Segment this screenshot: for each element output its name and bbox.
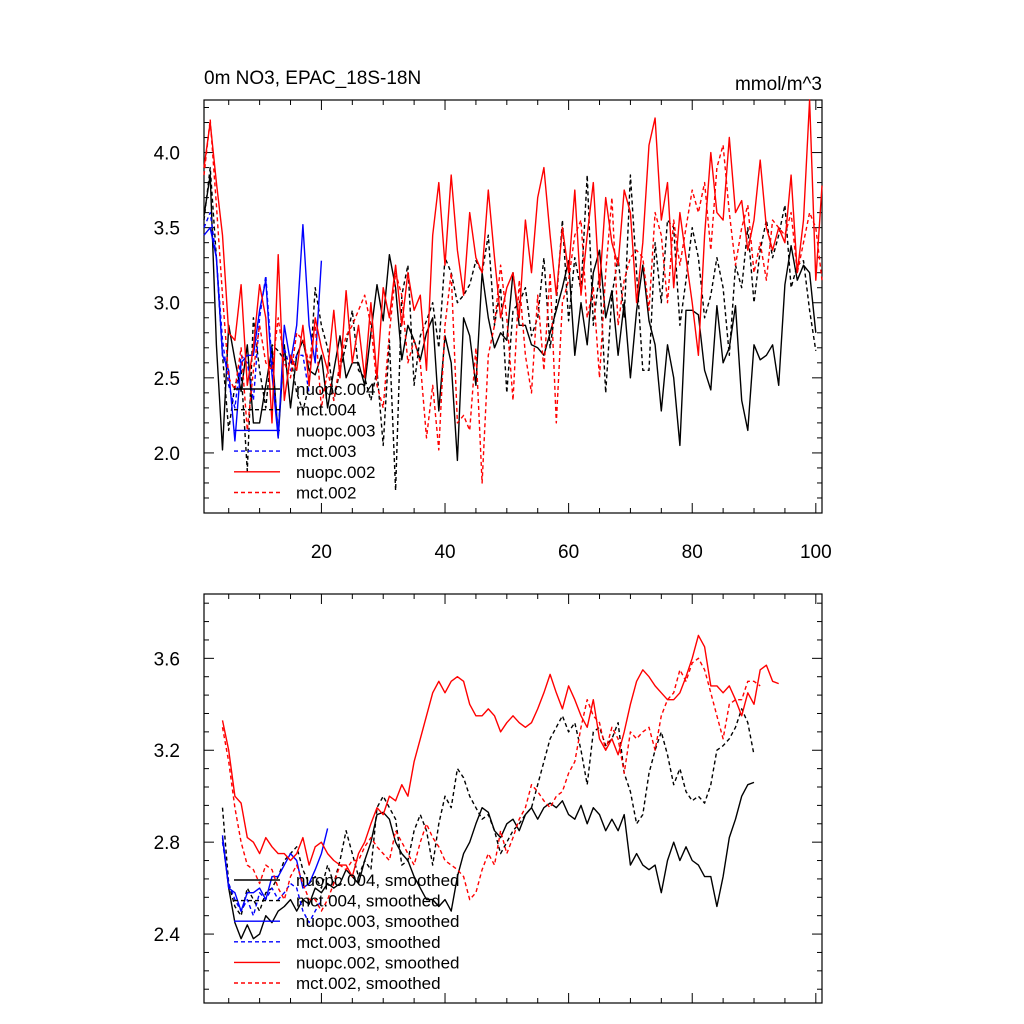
bottom-panel: 2.4 2.8 3.2 3.6 nuopc.004, smoothed mct.004,… [154,593,823,1004]
legend-label: mct.003, smoothed [296,933,441,952]
legend-label: mct.002, smoothed [296,974,441,993]
top-plot-frame [203,99,823,514]
legend-label: nuopc.003 [296,421,375,440]
series-mct-003-smoothed [221,842,323,924]
legend-label: mct.004, smoothed [296,892,441,911]
series-mct-004 [203,166,817,492]
legend-label: nuopc.003, smoothed [296,912,460,931]
top-ticks: 20 40 60 80 100 2.0 2.5 3.0 3.5 4.0 [154,100,832,563]
y-tick-label: 2.0 [154,444,180,465]
y-tick-label: 4.0 [154,144,180,165]
series-nuopc-002-smoothed [221,634,779,878]
bottom-ticks: 2.4 2.8 3.2 3.6 [154,594,822,1003]
legend-label: mct.004 [296,401,356,420]
series-mct-004-smoothed [221,708,755,917]
top-series [203,99,823,492]
series-nuopc-004-smoothed [221,781,755,940]
series-nuopc-003-smoothed [221,828,329,912]
y-tick-label: 2.4 [154,925,181,946]
series-nuopc-003 [203,223,323,442]
y-tick-label: 2.8 [154,833,180,854]
legend-label: mct.002 [296,484,356,503]
y-tick-label: 3.5 [154,219,180,240]
top-chart-title: 0m NO3, EPAC_18S-18N [204,68,421,89]
bottom-plot-frame [203,593,823,1004]
x-tick-label: 100 [800,542,832,563]
legend-label: nuopc.002, smoothed [296,953,460,972]
bottom-series [221,634,779,940]
top-panel: 0m NO3, EPAC_18S-18N mmol/m^3 20 40 60 80 10… [154,68,832,563]
y-tick-label: 2.5 [154,369,180,390]
x-tick-label: 40 [434,542,455,563]
x-tick-label: 80 [682,542,703,563]
y-tick-label: 3.2 [154,741,180,762]
series-mct-002 [203,118,823,484]
series-nuopc-002 [203,99,823,424]
x-tick-label: 20 [311,542,332,563]
legend-label: nuopc.004 [296,380,375,399]
y-tick-label: 3.0 [154,294,180,315]
legend-label: nuopc.004, smoothed [296,871,460,890]
top-chart-units: mmol/m^3 [735,74,822,95]
y-tick-label: 3.6 [154,649,180,670]
x-tick-label: 60 [558,542,579,563]
legend-label: nuopc.002 [296,463,375,482]
legend-label: mct.003 [296,442,356,461]
series-mct-003 [203,211,310,432]
